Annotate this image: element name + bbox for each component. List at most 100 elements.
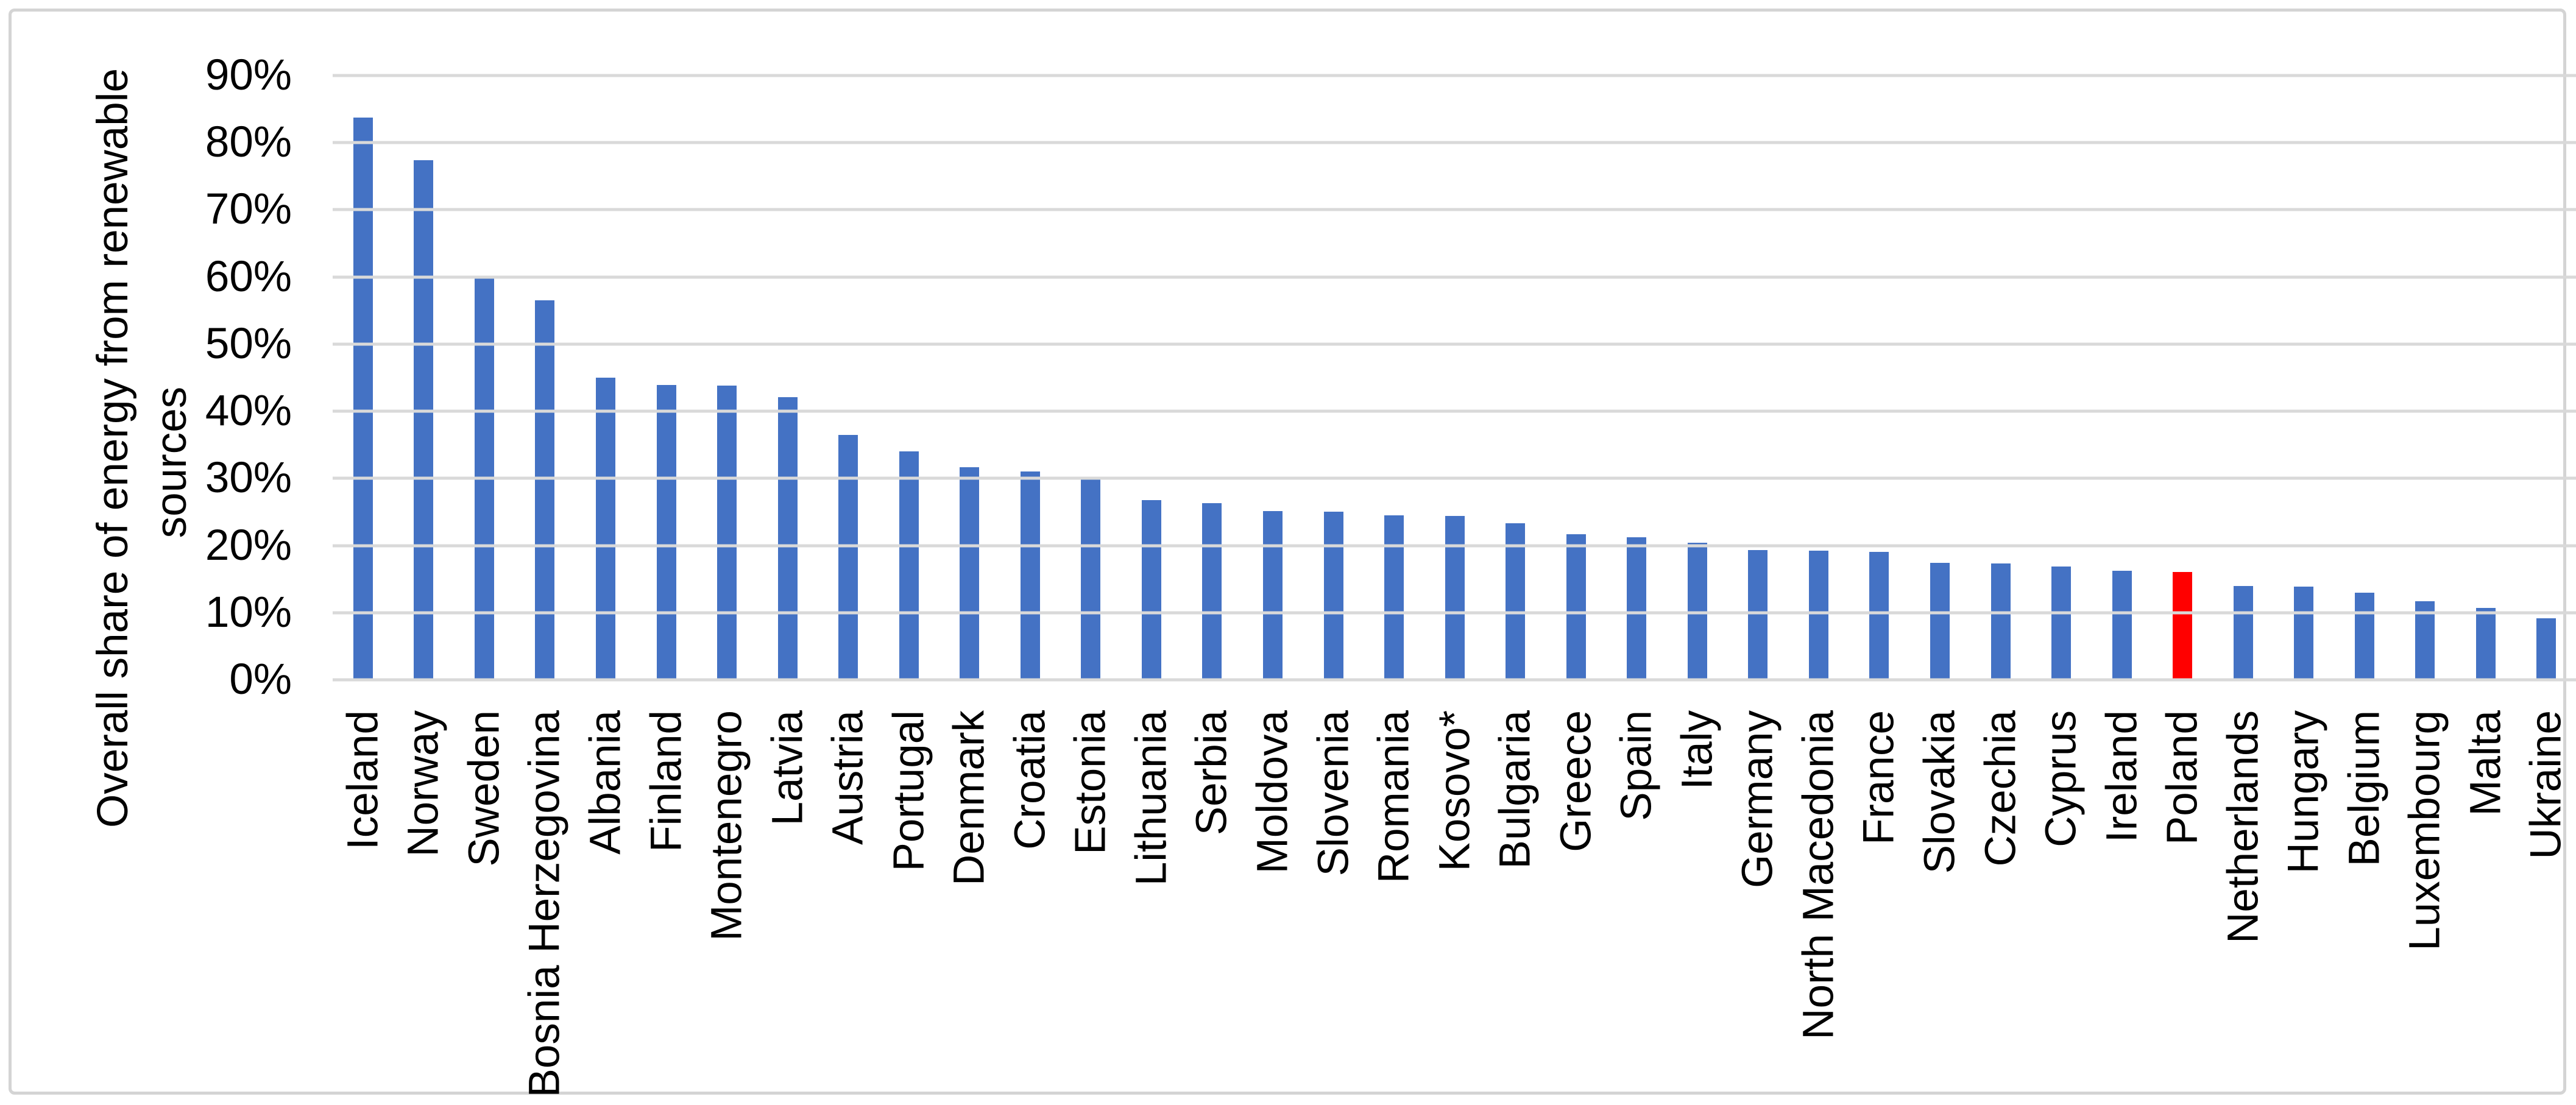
bar-column-kosovo: Kosovo* <box>1424 76 1485 871</box>
bar-latvia <box>777 397 798 680</box>
bar-column-greece: Greece <box>1546 76 1607 852</box>
bar-column-poland: Poland <box>2152 76 2213 845</box>
bar-poland <box>2173 571 2193 680</box>
bar-column-iceland: Iceland <box>333 76 394 850</box>
bar-bosnia-herzegovina <box>535 300 555 680</box>
gridline-70% <box>333 208 2576 211</box>
bar-column-spain: Spain <box>1606 76 1667 821</box>
bar-column-austria: Austria <box>818 76 879 845</box>
y-tick-label-20%: 20% <box>205 521 292 570</box>
bar-germany <box>1748 550 1768 680</box>
bar-column-netherlands: Netherlands <box>2213 76 2274 944</box>
bar-north-macedonia <box>1808 551 1828 680</box>
x-label-norway: Norway <box>399 710 448 857</box>
bar-column-serbia: Serbia <box>1182 76 1243 835</box>
bar-column-ukraine: Ukraine <box>2516 76 2576 860</box>
bar-montenegro <box>717 386 737 680</box>
bar-column-italy: Italy <box>1667 76 1728 789</box>
bar-column-luxembourg: Luxembourg <box>2395 76 2456 951</box>
bar-malta <box>2475 608 2496 680</box>
x-label-kosovo: Kosovo* <box>1431 710 1479 872</box>
bar-serbia <box>1202 503 1222 680</box>
bar-column-norway: Norway <box>394 76 455 857</box>
x-label-malta: Malta <box>2461 710 2510 816</box>
x-label-slovakia: Slovakia <box>1916 710 1964 874</box>
y-tick-label-0%: 0% <box>229 655 292 704</box>
x-label-netherlands: Netherlands <box>2219 710 2268 944</box>
plot-area: Iceland Norway Sweden Bosnia Herzegovina Alb… <box>333 74 2576 1097</box>
bar-column-hungary: Hungary <box>2274 76 2335 874</box>
x-label-spain: Spain <box>1612 710 1661 821</box>
bar-slovakia <box>1930 563 1950 680</box>
bar-series: Iceland Norway Sweden Bosnia Herzegovina Alb… <box>333 76 2576 1097</box>
bar-column-portugal: Portugal <box>879 76 939 871</box>
x-label-sweden: Sweden <box>460 710 509 867</box>
bar-column-albania: Albania <box>575 76 636 855</box>
x-label-albania: Albania <box>581 710 630 855</box>
x-label-germany: Germany <box>1733 710 1782 888</box>
gridline-10% <box>333 611 2576 615</box>
x-label-latvia: Latvia <box>763 710 812 826</box>
bar-column-france: France <box>1849 76 1910 845</box>
bar-column-denmark: Denmark <box>939 76 1000 886</box>
x-label-serbia: Serbia <box>1187 710 1236 836</box>
x-label-italy: Italy <box>1673 710 1722 790</box>
bar-norway <box>414 160 434 680</box>
bar-hungary <box>2294 586 2314 680</box>
bar-column-bosnia-herzegovina: Bosnia Herzegovina <box>515 76 576 1097</box>
x-label-estonia: Estonia <box>1066 710 1115 855</box>
gridline-40% <box>333 409 2576 413</box>
bar-greece <box>1566 534 1586 680</box>
y-tick-label-80%: 80% <box>205 118 292 167</box>
bar-column-czechia: Czechia <box>1970 76 2031 867</box>
x-label-slovenia: Slovenia <box>1309 710 1358 877</box>
bar-column-estonia: Estonia <box>1061 76 1122 855</box>
bar-france <box>1869 551 1889 680</box>
bar-column-sweden: Sweden <box>454 76 515 867</box>
bar-spain <box>1627 537 1647 680</box>
bar-iceland <box>353 118 373 680</box>
bar-ukraine <box>2536 618 2557 680</box>
x-label-portugal: Portugal <box>885 710 933 872</box>
y-tick-label-40%: 40% <box>205 387 292 436</box>
bar-lithuania <box>1141 500 1161 680</box>
bar-column-belgium: Belgium <box>2334 76 2395 867</box>
x-label-belgium: Belgium <box>2340 710 2389 867</box>
x-label-cyprus: Cyprus <box>2037 710 2086 847</box>
x-label-bulgaria: Bulgaria <box>1491 710 1540 869</box>
y-tick-label-70%: 70% <box>205 185 292 234</box>
y-tick-label-90%: 90% <box>205 51 292 99</box>
y-tick-label-50%: 50% <box>205 319 292 368</box>
x-label-iceland: Iceland <box>339 710 387 850</box>
x-label-north-macedonia: North Macedonia <box>1794 710 1843 1040</box>
bar-column-germany: Germany <box>1728 76 1789 888</box>
x-label-denmark: Denmark <box>945 710 994 886</box>
x-label-czechia: Czechia <box>1976 710 2025 867</box>
bar-denmark <box>960 467 980 680</box>
bar-column-ireland: Ireland <box>2092 76 2153 842</box>
bar-czechia <box>1990 563 2011 680</box>
gridline-90% <box>333 74 2576 77</box>
x-label-luxembourg: Luxembourg <box>2401 710 2449 951</box>
gridline-80% <box>333 141 2576 144</box>
bar-ireland <box>2112 571 2132 680</box>
bar-column-finland: Finland <box>636 76 697 852</box>
bar-column-croatia: Croatia <box>1000 76 1061 850</box>
bar-finland <box>656 385 676 680</box>
x-label-poland: Poland <box>2158 710 2207 846</box>
bar-kosovo <box>1445 516 1465 680</box>
y-tick-label-60%: 60% <box>205 252 292 301</box>
gridline-20% <box>333 544 2576 548</box>
x-label-romania: Romania <box>1370 710 1418 884</box>
y-axis-tick-labels: 0% 10% 20% 30% 40% 50% 60% 70% 80% 90% <box>12 51 292 704</box>
bar-column-lithuania: Lithuania <box>1121 76 1182 886</box>
bar-belgium <box>2354 592 2374 680</box>
gridline-0% <box>333 678 2576 682</box>
bar-column-malta: Malta <box>2455 76 2516 816</box>
x-label-lithuania: Lithuania <box>1127 710 1176 886</box>
bar-estonia <box>1081 477 1101 680</box>
bar-netherlands <box>2233 585 2253 680</box>
bar-portugal <box>899 451 919 680</box>
bar-column-slovakia: Slovakia <box>1909 76 1970 874</box>
y-tick-label-30%: 30% <box>205 454 292 503</box>
